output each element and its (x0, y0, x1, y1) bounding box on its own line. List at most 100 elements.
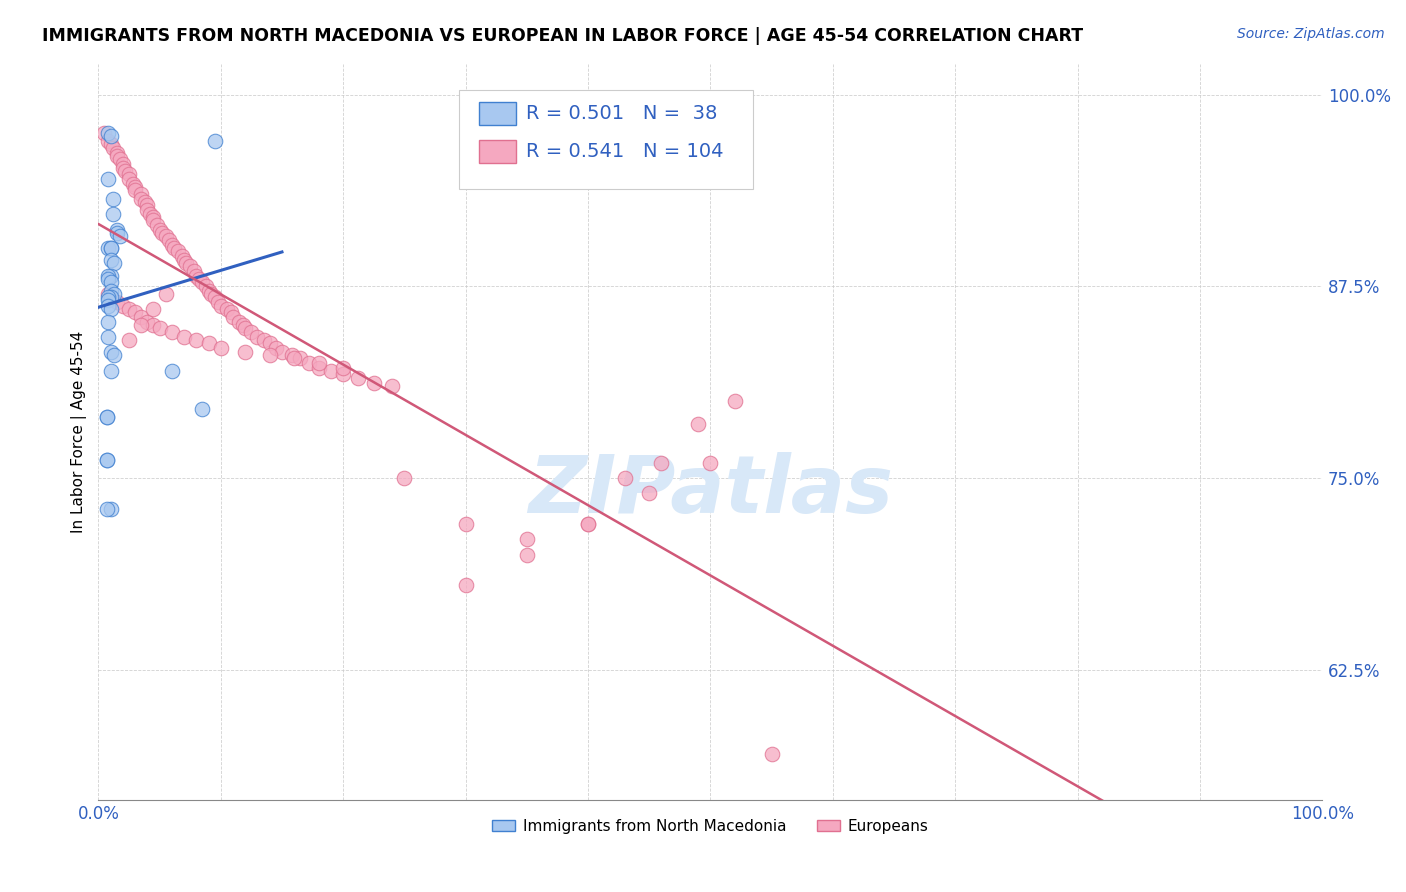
Point (139, 207, 162, 221)
Point (308, 360, 330, 375)
Point (142, 213, 165, 227)
Point (204, 134, 226, 148)
Point (197, 284, 219, 298)
Point (157, 233, 180, 247)
Point (100, 290, 122, 304)
Point (150, 226, 173, 240)
Point (650, 456, 672, 470)
Point (167, 244, 190, 258)
Point (195, 279, 218, 293)
Point (136, 315, 159, 329)
Point (121, 177, 143, 191)
Point (233, 320, 256, 334)
Point (209, 299, 232, 313)
Point (100, 268, 122, 283)
Y-axis label: In Labor Force | Age 45-54: In Labor Force | Age 45-54 (72, 331, 87, 533)
Point (761, 747, 783, 761)
Point (516, 533, 538, 547)
Point (155, 287, 177, 301)
Point (191, 275, 214, 289)
Point (114, 164, 136, 178)
Point (187, 271, 209, 285)
Point (97, 330, 120, 344)
Point (100, 302, 122, 317)
Point (129, 192, 152, 206)
Point (101, 141, 124, 155)
Point (332, 367, 354, 381)
Point (103, 348, 125, 362)
Point (204, 290, 226, 304)
Point (105, 145, 128, 160)
Point (93, 126, 115, 140)
Point (96, 501, 118, 516)
Point (100, 345, 122, 359)
Point (136, 202, 159, 217)
Point (148, 320, 170, 334)
Point (118, 172, 141, 186)
Point (215, 302, 238, 317)
Point (100, 275, 122, 289)
Point (173, 330, 195, 344)
Point (129, 318, 152, 332)
Point (200, 287, 222, 301)
Point (100, 136, 122, 151)
Point (319, 364, 342, 378)
Point (332, 360, 354, 375)
Point (186, 333, 208, 347)
Point (259, 348, 281, 362)
Point (308, 356, 330, 370)
Point (97, 126, 120, 140)
Point (146, 218, 169, 232)
Point (259, 336, 281, 351)
Point (136, 198, 159, 212)
Point (454, 516, 477, 531)
Point (240, 326, 263, 340)
Point (207, 294, 229, 309)
Point (176, 256, 198, 270)
FancyBboxPatch shape (479, 140, 516, 163)
Point (118, 302, 141, 317)
Point (228, 315, 250, 329)
Point (129, 187, 152, 202)
Point (252, 333, 274, 347)
Point (96, 452, 118, 467)
Point (105, 222, 128, 236)
Point (111, 157, 134, 171)
Point (148, 222, 170, 236)
Point (638, 486, 661, 500)
Point (96, 409, 118, 424)
Point (283, 351, 305, 366)
Point (97, 299, 120, 313)
Point (160, 238, 183, 252)
Point (142, 302, 165, 317)
Point (142, 318, 165, 332)
Point (290, 351, 312, 366)
Point (124, 183, 146, 197)
Point (118, 168, 141, 182)
Point (105, 294, 128, 309)
Point (100, 253, 122, 268)
Point (97, 172, 120, 186)
Point (100, 284, 122, 298)
Point (381, 379, 404, 393)
Point (100, 364, 122, 378)
Point (105, 226, 128, 240)
Point (97, 271, 120, 285)
Point (97, 241, 120, 255)
FancyBboxPatch shape (479, 102, 516, 125)
Point (179, 260, 201, 274)
Point (264, 341, 287, 355)
Point (100, 290, 122, 304)
Point (209, 341, 232, 355)
Point (155, 228, 177, 243)
Point (246, 330, 269, 344)
Point (170, 249, 193, 263)
Point (97, 290, 120, 304)
Point (100, 501, 122, 516)
Text: R = 0.501   N =  38: R = 0.501 N = 38 (526, 103, 717, 123)
Point (271, 345, 294, 359)
Point (101, 207, 124, 221)
Point (110, 152, 132, 166)
Point (724, 394, 747, 409)
Point (134, 194, 156, 209)
